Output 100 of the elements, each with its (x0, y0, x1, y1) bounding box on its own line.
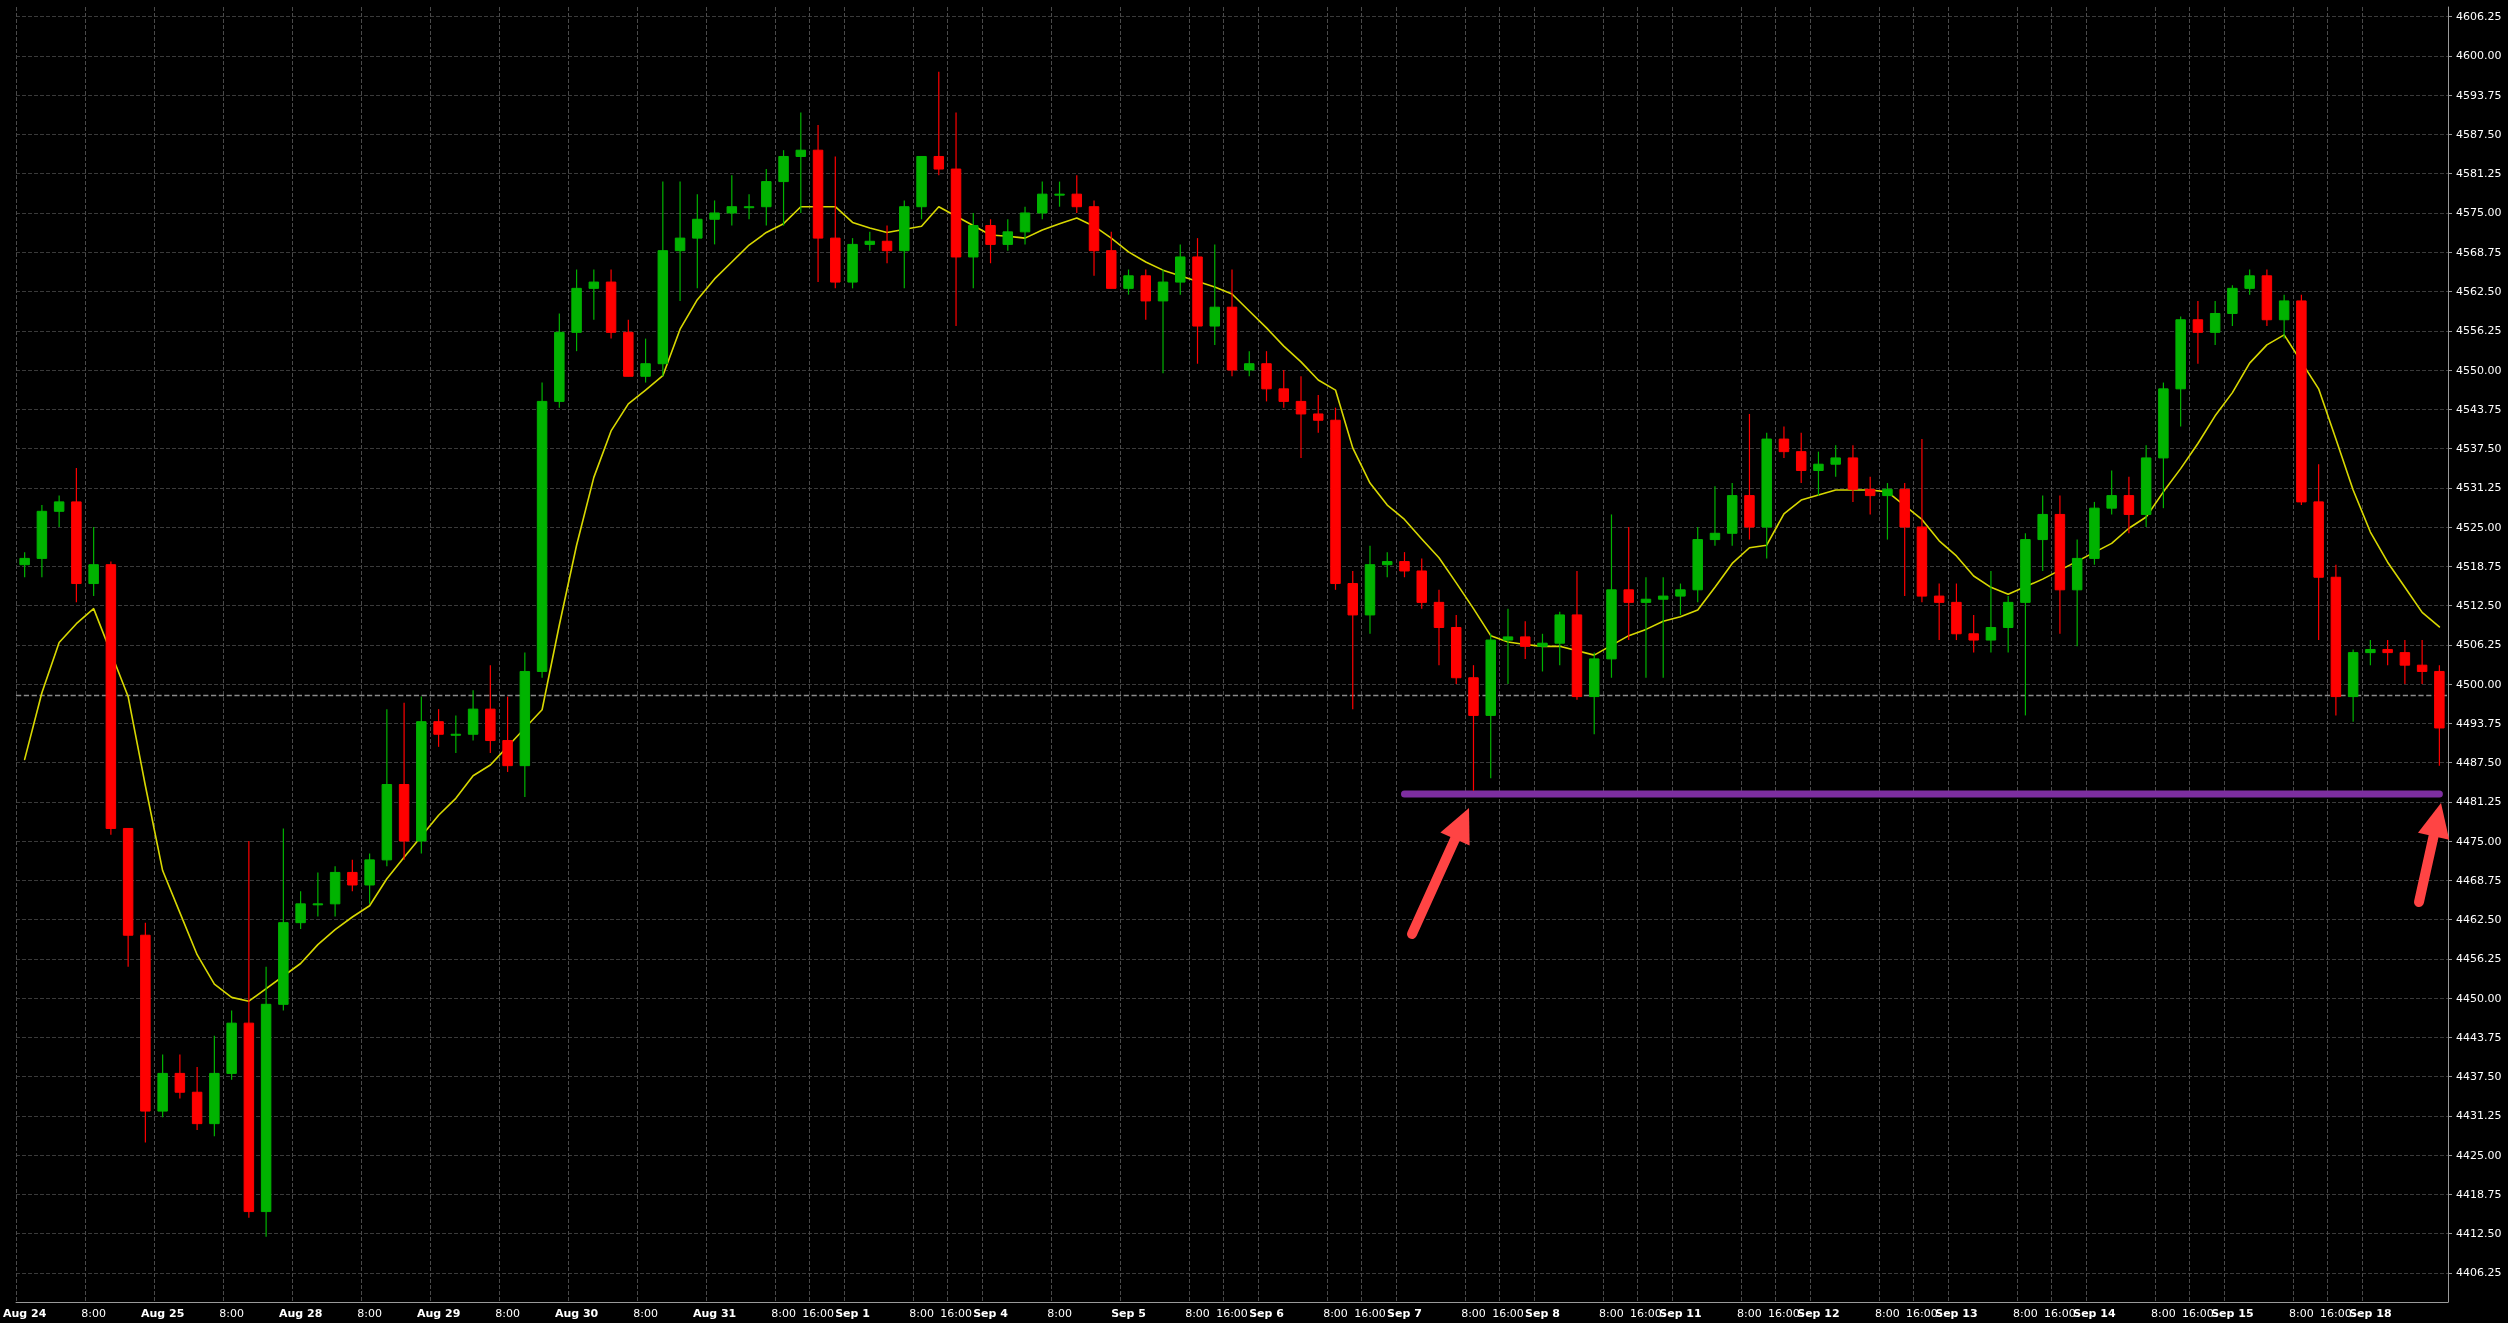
x-tick-label: 8:00 (219, 1307, 244, 1320)
x-tick-label: Aug 28 (278, 1307, 323, 1320)
candlestick (1519, 620, 1531, 660)
x-tick-label: 8:00 (495, 1307, 520, 1320)
x-tick-label: 8:00 (909, 1307, 934, 1320)
x-tick-label: Sep 18 (2349, 1307, 2392, 1320)
x-tick-label: Sep 7 (1387, 1307, 1422, 1320)
candlestick (1830, 444, 1841, 478)
y-tick-label: 4481.25 (2456, 795, 2502, 809)
y-tick-label: 4475.00 (2456, 834, 2502, 848)
y-tick-label: 4575.00 (2456, 206, 2502, 220)
candlestick (312, 871, 324, 917)
candlestick (985, 218, 996, 264)
candlestick (933, 71, 945, 176)
candlestick (1502, 608, 1514, 685)
x-tick-label: Sep 13 (1935, 1307, 1978, 1320)
y-tick-label: 4437.50 (2456, 1070, 2502, 1084)
x-tick-label: 8:00 (771, 1307, 796, 1320)
candlestick (1382, 551, 1393, 578)
x-tick-label: Sep 4 (973, 1307, 1009, 1320)
x-tick-label: 16:00 (940, 1307, 972, 1320)
y-tick-label: 4600.00 (2456, 49, 2502, 63)
candlestick (1933, 582, 1945, 641)
candlestick (864, 231, 876, 252)
candlestick (1813, 451, 1824, 497)
candlestick (2365, 639, 2376, 666)
x-tick-label: 16:00 (1354, 1307, 1386, 1320)
y-tick-label: 4443.75 (2456, 1030, 2502, 1044)
x-tick-label: Sep 12 (1797, 1307, 1840, 1320)
y-tick-label: 4525.00 (2456, 520, 2502, 534)
candlestick (588, 268, 600, 321)
y-tick-label: 4500.00 (2456, 677, 2502, 691)
candlestick (1675, 582, 1686, 616)
candlestick (1123, 268, 1134, 296)
x-tick-label: Aug 29 (416, 1307, 461, 1320)
x-tick-label: 16:00 (802, 1307, 834, 1320)
y-tick-label: 4412.50 (2456, 1227, 2502, 1241)
x-tick-label: 8:00 (1737, 1307, 1762, 1320)
candlestick (1071, 174, 1083, 214)
candlestick (1537, 633, 1548, 673)
candlestick (2209, 300, 2221, 346)
x-tick-label: 8:00 (1323, 1307, 1348, 1320)
candlestick (2278, 294, 2290, 340)
x-tick-label: Sep 1 (835, 1307, 870, 1320)
x-tick-label: 8:00 (1461, 1307, 1486, 1320)
y-tick-label: 4593.75 (2456, 88, 2502, 102)
x-tick-label: Sep 8 (1525, 1307, 1560, 1320)
x-tick-label: Aug 25 (140, 1307, 185, 1320)
x-tick-label: 8:00 (1875, 1307, 1900, 1320)
y-tick-label: 4431.25 (2456, 1109, 2502, 1123)
candlestick (2106, 469, 2117, 516)
candlestick (1209, 243, 1220, 346)
y-tick-label: 4456.25 (2456, 952, 2502, 966)
candlestick (1778, 425, 1790, 459)
candlestick (1244, 350, 1255, 377)
x-tick-label: 8:00 (2013, 1307, 2038, 1320)
x-tick-label: 16:00 (2182, 1307, 2214, 1320)
x-tick-label: 16:00 (1630, 1307, 1662, 1320)
x-tick-label: 8:00 (357, 1307, 382, 1320)
x-tick-label: 8:00 (1599, 1307, 1624, 1320)
candlestick (174, 1053, 186, 1100)
y-tick-label: 4506.25 (2456, 638, 2502, 652)
candlestick (53, 495, 65, 528)
candlestick (2399, 639, 2411, 685)
y-tick-label: 4462.50 (2456, 913, 2502, 927)
x-tick-label: Sep 5 (1111, 1307, 1146, 1320)
y-tick-label: 4450.00 (2456, 991, 2502, 1005)
x-tick-label: Aug 24 (2, 1307, 47, 1320)
candlestick (709, 199, 720, 245)
candlestick (795, 111, 807, 214)
candlestick (19, 551, 30, 578)
candlestick (1640, 576, 1652, 679)
y-tick-label: 4468.75 (2456, 873, 2502, 887)
candlestick (2416, 639, 2428, 685)
y-tick-label: 4562.50 (2456, 285, 2502, 298)
candlestick (1313, 394, 1324, 434)
x-tick-label: Sep 14 (2073, 1307, 2116, 1320)
candlestick (1657, 576, 1669, 679)
candlestick (1399, 551, 1410, 578)
x-tick-label: 16:00 (2044, 1307, 2076, 1320)
x-tick-label: Aug 30 (554, 1307, 599, 1320)
x-tick-label: 16:00 (1906, 1307, 1938, 1320)
y-tick-label: 4406.25 (2456, 1266, 2502, 1280)
x-tick-label: 16:00 (1216, 1307, 1248, 1320)
candlestick (1864, 476, 1876, 516)
y-tick-label: 4512.50 (2456, 599, 2502, 613)
candlestick (1037, 180, 1048, 220)
candlestick (1985, 570, 1997, 654)
candlestick (1054, 180, 1065, 208)
x-tick-label: 16:00 (2320, 1307, 2352, 1320)
candlestick (1968, 614, 1979, 654)
x-tick-label: 16:00 (1768, 1307, 1800, 1320)
candlestick (295, 890, 306, 930)
y-tick-label: 4556.25 (2456, 324, 2502, 338)
x-tick-label: 8:00 (2151, 1307, 2176, 1320)
x-tick-label: 8:00 (633, 1307, 658, 1320)
candlestick (2244, 268, 2255, 296)
y-tick-label: 4568.75 (2456, 245, 2502, 259)
candlestick (1795, 432, 1807, 484)
y-tick-label: 4518.75 (2456, 559, 2502, 573)
